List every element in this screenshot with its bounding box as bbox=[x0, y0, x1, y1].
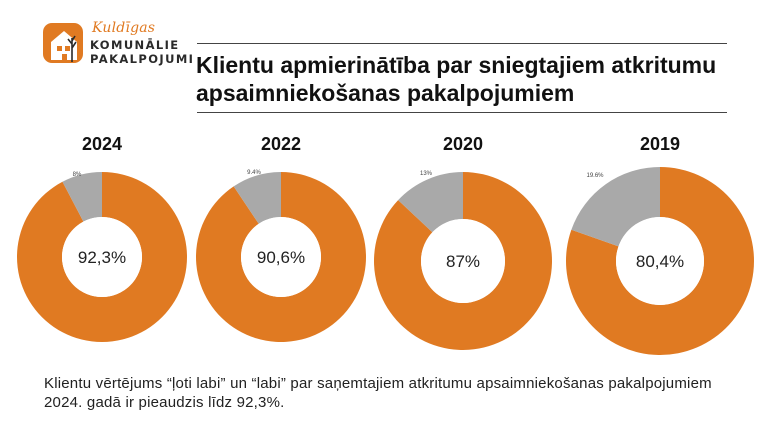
donut-2022-hole bbox=[241, 217, 321, 297]
company-logo: Kuldīgas KOMUNĀLIE PAKALPOJUMI bbox=[42, 20, 195, 66]
donut-2019-hole bbox=[616, 217, 704, 305]
donut-2022-satisfied-slice bbox=[195, 172, 366, 342]
donut-2019-other-slice bbox=[571, 167, 660, 247]
logo-wordmark-line1: Kuldīgas bbox=[92, 20, 156, 36]
donut-2024-center-label: 92,3% bbox=[78, 248, 126, 267]
donut-2022-slice-label: 9.4% bbox=[247, 170, 261, 176]
donut-2024-slice-label: 8% bbox=[73, 172, 82, 178]
house-tree-logo-icon bbox=[43, 23, 83, 63]
summary-text: Klientu vērtējums “ļoti labi” un “labi” … bbox=[44, 375, 712, 411]
year-label-2020: 2020 bbox=[442, 134, 484, 154]
year-label-2019: 2019 bbox=[639, 134, 681, 154]
title-top-divider bbox=[197, 43, 727, 44]
donut-2020-center-label: 87% bbox=[446, 252, 480, 271]
logo-wordmark-line2: KOMUNĀLIE bbox=[90, 38, 180, 52]
logo-wordmark-line3: PAKALPOJUMI bbox=[90, 52, 195, 66]
page-title: Klientu apmierinātība par sniegtajiem at… bbox=[196, 52, 717, 106]
donut-2019-satisfied-slice bbox=[565, 167, 754, 355]
donut-2024-satisfied-slice bbox=[17, 172, 188, 342]
donut-2019-slice-label: 19.6% bbox=[586, 173, 604, 179]
donut-2022-other-slice bbox=[233, 172, 281, 224]
donut-2024-hole bbox=[62, 217, 142, 297]
donut-2019-center-label: 80,4% bbox=[636, 252, 684, 271]
title-bottom-divider bbox=[197, 112, 727, 113]
donut-2024-other-slice bbox=[62, 172, 102, 222]
donut-2022-center-label: 90,6% bbox=[257, 248, 305, 267]
year-label-2022: 2022 bbox=[260, 134, 302, 154]
donut-2020-hole bbox=[421, 219, 505, 303]
donut-2020-slice-label: 13% bbox=[420, 171, 433, 177]
donut-2020-satisfied-slice bbox=[374, 172, 552, 350]
year-label-2024: 2024 bbox=[81, 134, 123, 154]
donut-2020-other-slice bbox=[398, 172, 463, 233]
